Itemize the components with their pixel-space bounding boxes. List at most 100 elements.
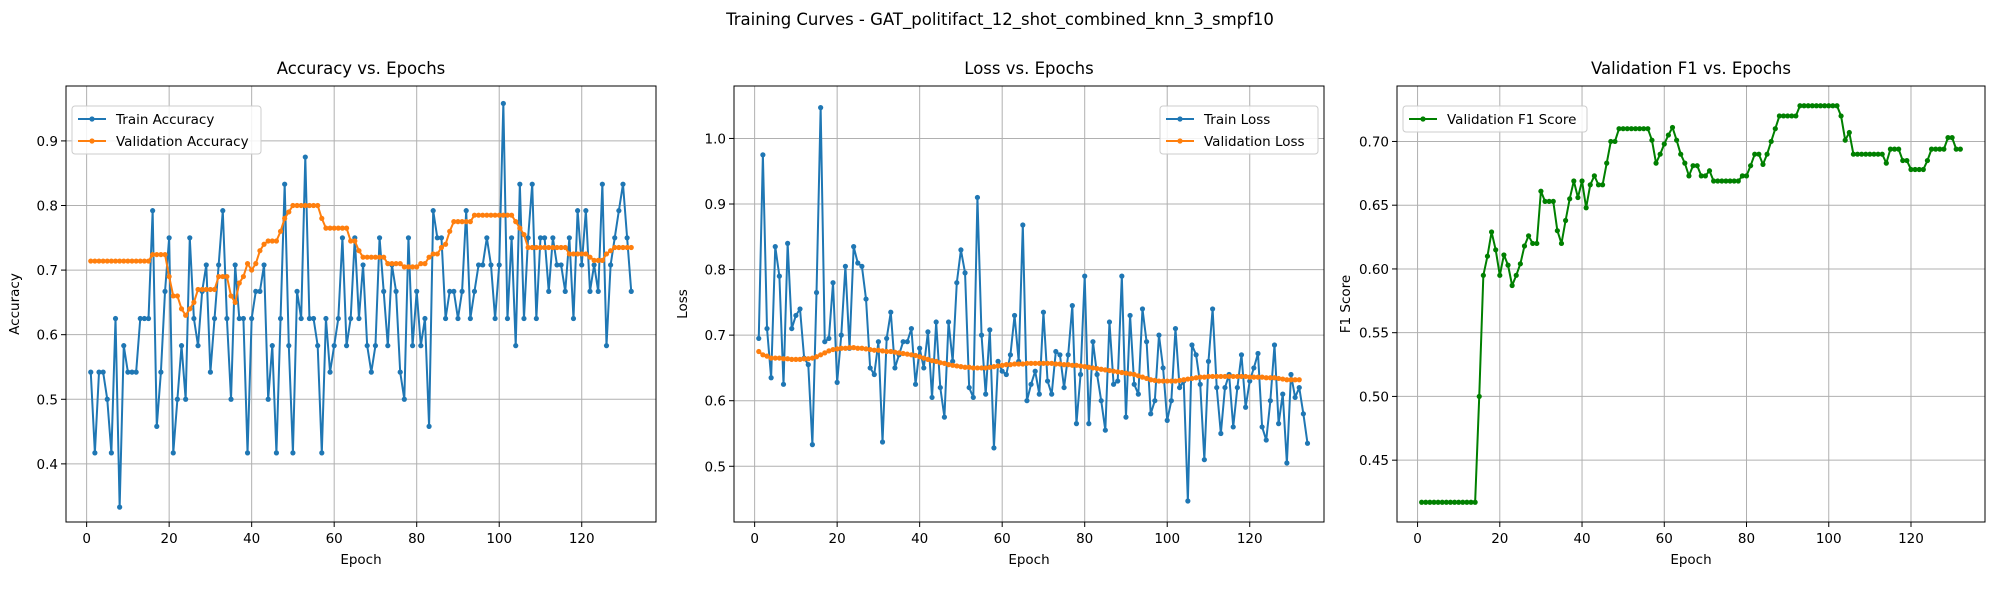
data-point [1760, 161, 1766, 167]
data-point [875, 347, 882, 353]
data-point [537, 244, 544, 251]
data-point [1007, 352, 1014, 358]
data-point [434, 251, 440, 257]
data-point [1476, 393, 1482, 400]
data-point [1143, 375, 1150, 382]
y-tick-label: 0.8 [705, 263, 726, 279]
data-point [983, 391, 989, 397]
data-point [1908, 166, 1914, 173]
data-point [1176, 377, 1183, 383]
data-point [616, 244, 622, 251]
y-tick-label: 0.5 [705, 459, 726, 475]
data-point [277, 228, 284, 234]
legend-marker [89, 138, 95, 144]
data-point [1069, 303, 1075, 309]
data-point [298, 315, 304, 322]
data-point [438, 235, 445, 241]
data-point [315, 343, 321, 349]
data-point [1924, 157, 1931, 164]
data-point [286, 343, 292, 349]
data-point [1641, 126, 1647, 132]
data-point [937, 384, 943, 391]
data-point [1139, 374, 1146, 380]
data-point [842, 263, 849, 269]
data-point [1234, 373, 1240, 380]
figure-suptitle: Training Curves - GAT_politifact_12_shot… [725, 10, 1274, 30]
data-point [1472, 499, 1478, 505]
y-axis-label: Accuracy [7, 273, 23, 335]
data-point [945, 362, 952, 368]
x-tick-label: 80 [1076, 531, 1093, 547]
data-point [954, 280, 960, 286]
data-point [257, 248, 263, 254]
data-point [884, 348, 890, 355]
data-point [261, 262, 267, 268]
x-tick-label: 100 [1154, 531, 1180, 547]
data-point [459, 288, 465, 294]
data-point [1263, 375, 1269, 381]
data-point [216, 273, 222, 280]
data-point [183, 312, 189, 318]
data-point [921, 355, 927, 361]
data-point [1513, 272, 1519, 278]
data-point [1053, 348, 1059, 355]
legend-label: Train Loss [1203, 112, 1270, 128]
data-point [797, 306, 803, 312]
data-point [1480, 272, 1486, 278]
data-point [1230, 424, 1236, 430]
data-point [331, 225, 337, 231]
data-point [822, 339, 828, 345]
data-point [1057, 352, 1063, 358]
data-point [846, 345, 853, 351]
data-point [1933, 146, 1939, 152]
data-point [265, 238, 271, 244]
data-point [756, 348, 762, 355]
data-point [1842, 137, 1848, 143]
data-point [1106, 319, 1113, 325]
data-point [1945, 135, 1951, 141]
data-point [554, 244, 560, 251]
y-tick-label: 0.50 [1359, 389, 1389, 405]
data-point [1020, 222, 1026, 228]
data-point [195, 343, 201, 349]
data-point [1069, 362, 1075, 368]
data-point [117, 258, 123, 264]
data-point [1123, 414, 1129, 420]
data-point [232, 299, 238, 305]
data-point [1238, 352, 1245, 358]
data-point [150, 208, 156, 214]
legend-box [71, 105, 262, 155]
data-point [1764, 151, 1770, 157]
data-point [554, 262, 560, 268]
data-point [1143, 339, 1150, 345]
legend-label: Train Accuracy [115, 112, 214, 128]
data-point [1288, 377, 1294, 383]
data-point [1094, 371, 1100, 378]
data-point [1460, 499, 1466, 505]
data-point [991, 445, 997, 451]
data-point [830, 280, 836, 286]
data-point [566, 235, 572, 241]
data-point [174, 293, 180, 299]
data-point [1057, 361, 1063, 367]
data-point [141, 258, 147, 264]
data-point [244, 261, 251, 267]
data-point [224, 273, 230, 280]
data-point [1427, 499, 1433, 505]
data-point [1263, 437, 1269, 443]
data-point [1896, 146, 1902, 152]
data-point [1243, 373, 1249, 380]
data-point [1649, 137, 1655, 143]
data-point [789, 356, 795, 362]
data-point [224, 315, 230, 322]
data-point [488, 212, 494, 218]
data-point [912, 352, 919, 359]
data-point [496, 262, 502, 268]
data-point [1238, 373, 1245, 380]
data-point [1296, 377, 1302, 383]
data-point [978, 332, 985, 338]
data-point [871, 347, 877, 353]
data-point [1879, 151, 1885, 157]
data-point [104, 258, 110, 264]
data-point [925, 329, 931, 335]
